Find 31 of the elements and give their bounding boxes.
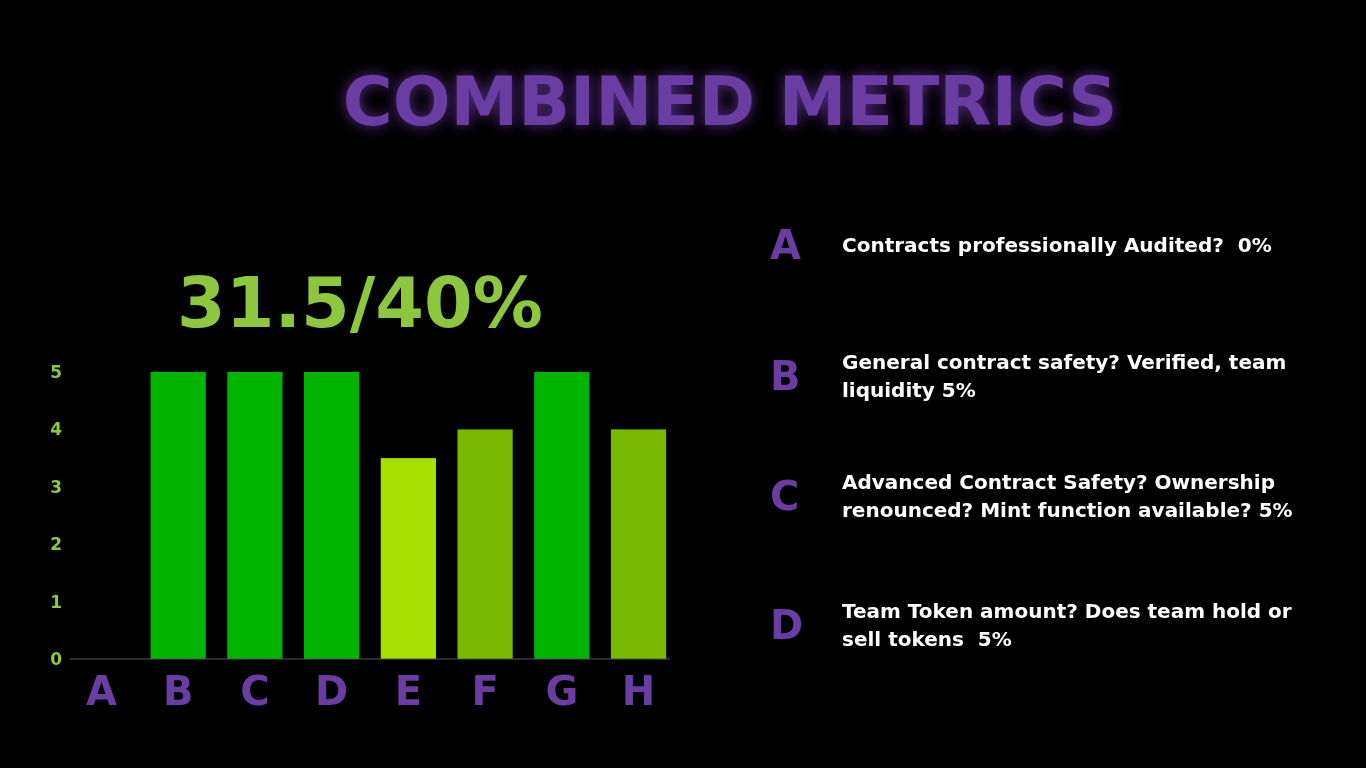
chart-subtitle: 31.5/40% [176, 262, 544, 344]
x-tick-label: E [394, 668, 423, 715]
text: Advanced Contract Safety? Ownership renounced? Mint function available? 5% [842, 469, 1294, 524]
x-tick-label: F [471, 668, 499, 715]
bar [534, 372, 590, 659]
y-tick-label: 2 [50, 534, 62, 555]
y-tick-label: 0 [50, 648, 63, 669]
bar [380, 458, 436, 659]
bar [150, 372, 206, 659]
y-tick-label: 4 [50, 419, 63, 440]
text: Contracts professionally Audited? 0% [842, 232, 1273, 259]
x-tick-label: H [621, 668, 656, 715]
bar [610, 429, 667, 659]
chart-title: COMBINED METRICS [341, 62, 1119, 141]
y-tick-label: 1 [50, 591, 62, 612]
x-tick-label: D [315, 668, 349, 715]
text: D [769, 602, 805, 648]
y-tick-label: 3 [50, 476, 62, 497]
bar [227, 372, 283, 659]
y-tick-label: 5 [50, 361, 62, 382]
text: B [769, 353, 802, 399]
x-tick-label: B [162, 668, 194, 715]
text: Team Token amount? Does team hold or sell tokens 5% [842, 598, 1293, 653]
text: General contract safety? Verified, team liquidity 5% [842, 349, 1288, 404]
x-tick-label: A [85, 668, 117, 715]
bar [304, 372, 360, 659]
x-tick-label: C [240, 668, 270, 715]
bar [457, 429, 513, 659]
text: C [769, 473, 801, 519]
x-tick-label: G [545, 668, 579, 715]
text: A [769, 222, 802, 268]
